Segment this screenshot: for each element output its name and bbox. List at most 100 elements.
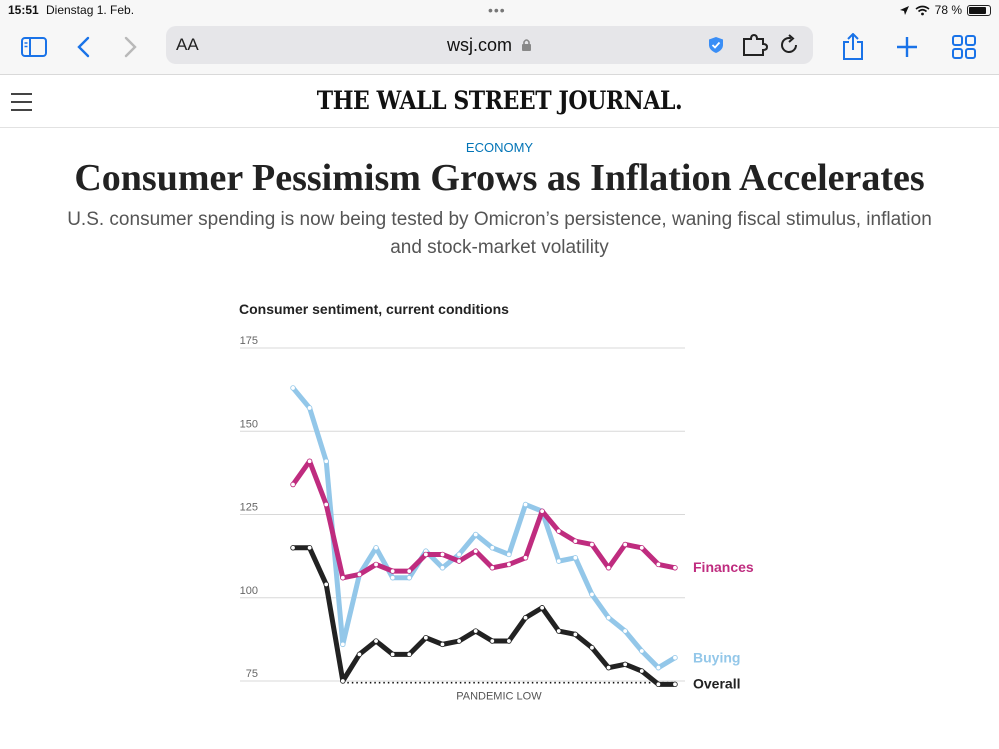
reload-icon[interactable] xyxy=(778,34,800,56)
series-label-overall: Overall xyxy=(693,675,740,691)
url-display[interactable]: wsj.com xyxy=(166,35,813,56)
data-point-finances-18 xyxy=(589,541,595,548)
data-point-finances-0 xyxy=(290,481,296,488)
data-point-finances-17 xyxy=(572,538,579,544)
location-icon xyxy=(899,5,909,15)
data-point-buying-9 xyxy=(439,565,446,571)
status-date: Dienstag 1. Feb. xyxy=(46,3,135,17)
y-tick-label-150: 150 xyxy=(240,418,258,430)
url-text: wsj.com xyxy=(446,35,512,55)
data-point-finances-15 xyxy=(539,508,545,514)
data-point-overall-2 xyxy=(323,581,329,588)
battery-icon xyxy=(967,4,991,16)
text-size-button[interactable]: AA xyxy=(176,35,199,54)
data-point-overall-6 xyxy=(389,651,396,658)
data-point-finances-4 xyxy=(356,571,363,578)
data-point-buying-6 xyxy=(389,575,396,581)
chart-title: Consumer sentiment, current conditions xyxy=(239,301,509,317)
data-point-overall-15 xyxy=(539,605,545,611)
data-point-finances-3 xyxy=(340,575,346,581)
data-point-buying-12 xyxy=(489,545,496,551)
data-point-overall-13 xyxy=(506,638,512,644)
data-point-finances-7 xyxy=(406,568,412,574)
data-point-overall-18 xyxy=(589,645,595,651)
status-time: 15:51 xyxy=(8,3,39,17)
data-point-finances-16 xyxy=(556,528,562,534)
series-line-finances xyxy=(290,458,678,581)
data-point-finances-11 xyxy=(472,548,479,554)
data-point-overall-12 xyxy=(489,638,496,644)
series-label-buying: Buying xyxy=(693,650,740,666)
sentiment-line-chart: 75 100 125 150 175 PANDEMIC LOW Buying Finances… xyxy=(240,335,754,703)
data-point-finances-23 xyxy=(672,565,678,571)
data-point-overall-14 xyxy=(522,615,529,621)
sidebar-icon[interactable] xyxy=(19,32,49,62)
battery-percent: 78 % xyxy=(934,3,962,17)
data-point-buying-14 xyxy=(522,501,529,508)
data-point-overall-0 xyxy=(290,545,296,551)
data-point-finances-9 xyxy=(439,551,446,558)
data-point-buying-5 xyxy=(373,545,379,551)
section-label[interactable]: ECONOMY xyxy=(465,140,534,155)
data-point-buying-17 xyxy=(572,555,579,561)
menu-icon[interactable] xyxy=(11,93,32,111)
data-point-finances-21 xyxy=(639,545,645,551)
multitasking-dots[interactable]: ••• xyxy=(488,2,506,18)
data-point-buying-20 xyxy=(622,628,628,634)
data-point-finances-14 xyxy=(522,555,529,561)
series-line-overall xyxy=(290,545,678,687)
data-point-buying-3 xyxy=(340,641,346,648)
data-point-overall-7 xyxy=(406,651,412,658)
y-tick-label-75: 75 xyxy=(246,668,258,680)
forward-icon[interactable] xyxy=(116,32,146,62)
data-point-overall-10 xyxy=(456,638,462,644)
data-point-overall-16 xyxy=(556,628,562,634)
share-icon[interactable] xyxy=(838,32,868,62)
data-point-finances-22 xyxy=(655,561,662,568)
tabs-overview-icon[interactable] xyxy=(949,32,979,62)
data-point-buying-10 xyxy=(456,551,462,558)
data-point-buying-11 xyxy=(472,531,479,538)
lock-icon xyxy=(522,39,532,51)
data-point-buying-22 xyxy=(655,664,662,671)
data-point-buying-7 xyxy=(406,575,412,581)
wsj-logo[interactable]: THE WALL STREET JOURNAL. xyxy=(316,86,683,115)
data-point-overall-11 xyxy=(472,628,479,634)
data-point-buying-0 xyxy=(290,385,296,391)
extension-icon[interactable] xyxy=(742,34,768,56)
data-point-finances-19 xyxy=(605,565,612,571)
series-line-buying xyxy=(290,385,678,671)
y-tick-label-175: 175 xyxy=(240,335,258,347)
data-point-buying-16 xyxy=(556,558,562,564)
data-point-overall-9 xyxy=(439,641,446,648)
status-indicators: 78 % xyxy=(899,3,991,17)
back-icon[interactable] xyxy=(68,32,98,62)
y-tick-label-125: 125 xyxy=(240,502,258,514)
wifi-icon xyxy=(915,5,930,15)
data-point-finances-13 xyxy=(506,561,512,568)
status-bar: 15:51 Dienstag 1. Feb. ••• 78 % xyxy=(0,0,999,20)
article-dek: U.S. consumer spending is now being test… xyxy=(67,209,932,258)
data-point-overall-8 xyxy=(423,635,429,641)
data-point-buying-23 xyxy=(672,654,678,661)
article-headline: Consumer Pessimism Grows as Inflation Ac… xyxy=(74,157,925,199)
data-point-buying-13 xyxy=(506,551,512,558)
data-point-finances-8 xyxy=(423,551,429,558)
data-point-buying-19 xyxy=(605,615,612,621)
new-tab-icon[interactable] xyxy=(892,32,922,62)
data-point-finances-20 xyxy=(622,541,628,548)
site-header: THE WALL STREET JOURNAL. xyxy=(0,76,999,128)
privacy-shield-icon[interactable] xyxy=(708,36,724,54)
data-point-finances-6 xyxy=(389,568,396,574)
data-point-overall-19 xyxy=(605,664,612,671)
data-point-finances-5 xyxy=(373,561,379,568)
data-point-finances-2 xyxy=(323,501,329,508)
data-point-overall-5 xyxy=(373,638,379,644)
data-point-overall-1 xyxy=(306,545,313,551)
data-point-buying-2 xyxy=(323,458,329,464)
data-point-overall-23 xyxy=(672,681,678,688)
y-tick-label-100: 100 xyxy=(240,585,258,597)
data-point-overall-17 xyxy=(572,631,579,638)
address-bar[interactable]: AA wsj.com xyxy=(166,26,813,64)
data-point-finances-1 xyxy=(306,458,313,464)
